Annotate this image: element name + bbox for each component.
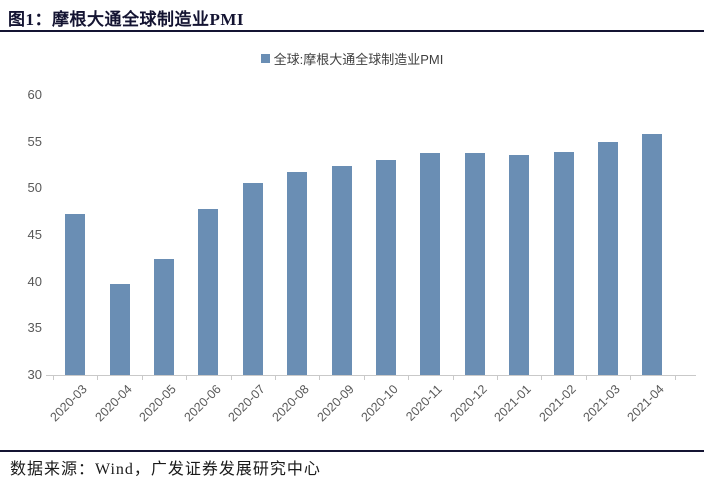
x-axis-label: 2021-03: [580, 382, 623, 425]
x-axis-tick: [674, 376, 676, 380]
x-axis-label: 2020-07: [225, 382, 268, 425]
bar-2020-09: [331, 165, 352, 375]
x-axis-tick: [53, 376, 54, 380]
x-axis-tick: [141, 376, 143, 380]
x-axis-tick: [496, 376, 498, 380]
x-axis-tick: [452, 376, 454, 380]
bar-2020-05: [153, 259, 174, 375]
x-axis-label: 2020-10: [358, 382, 401, 425]
y-axis-tick-label: 60: [27, 87, 42, 102]
x-axis-label: 2021-02: [536, 382, 579, 425]
x-axis-tick: [363, 376, 365, 380]
data-source: 数据来源：Wind，广发证券发展研究中心: [10, 461, 321, 478]
legend-series-label: 全球:摩根大通全球制造业PMI: [273, 52, 444, 67]
bar-2020-10: [375, 160, 396, 375]
x-axis-tick: [230, 376, 232, 380]
x-axis-tick: [408, 376, 410, 380]
x-axis-label: 2020-08: [269, 382, 313, 425]
x-axis-tick: [630, 376, 632, 380]
x-axis-label: 2021-04: [624, 382, 668, 425]
x-axis-tick: [97, 376, 99, 380]
bar-2020-04: [109, 283, 130, 375]
header-divider: [0, 30, 704, 32]
bar-2020-08: [287, 171, 308, 375]
x-axis-label: 2020-09: [314, 382, 357, 425]
legend-square-marker-icon: [260, 54, 270, 63]
x-axis-label: 2020-04: [92, 382, 135, 425]
x-axis-tick: [186, 376, 188, 380]
bar-2020-07: [242, 182, 263, 375]
figure-title: 图1：摩根大通全球制造业PMI: [8, 10, 245, 29]
bar-2020-06: [198, 208, 219, 375]
bar-2021-01: [509, 154, 530, 375]
bar-2021-03: [597, 141, 618, 375]
bar-2021-02: [553, 151, 574, 375]
y-axis-tick-label: 40: [27, 273, 42, 289]
x-axis-label: 2020-06: [180, 382, 224, 425]
x-axis-tick: [319, 376, 321, 380]
bar-2020-11: [420, 152, 441, 375]
y-axis-tick-label: 50: [27, 180, 42, 196]
footer-divider: [0, 450, 704, 452]
y-axis-tick-label: 45: [27, 227, 42, 242]
x-axis-tick: [541, 376, 543, 380]
x-axis-label: 2020-03: [47, 382, 91, 425]
y-axis-tick-label: 35: [27, 320, 42, 336]
bar-2020-12: [464, 152, 485, 375]
x-axis-tick: [585, 376, 587, 380]
x-axis-label: 2020-05: [136, 382, 179, 425]
bar-2020-03: [65, 213, 86, 375]
x-axis-line: [46, 375, 696, 376]
x-axis-label: 2020-12: [447, 382, 490, 425]
x-axis-label: 2020-11: [403, 382, 446, 424]
bar-2021-04: [642, 134, 663, 375]
y-axis-tick-label: 55: [27, 133, 42, 149]
x-axis-label: 2021-01: [491, 382, 535, 425]
x-axis-tick: [274, 376, 276, 380]
chart-legend: 全球:摩根大通全球制造业PMI: [0, 49, 704, 68]
y-axis-tick-label: 30: [27, 367, 42, 382]
